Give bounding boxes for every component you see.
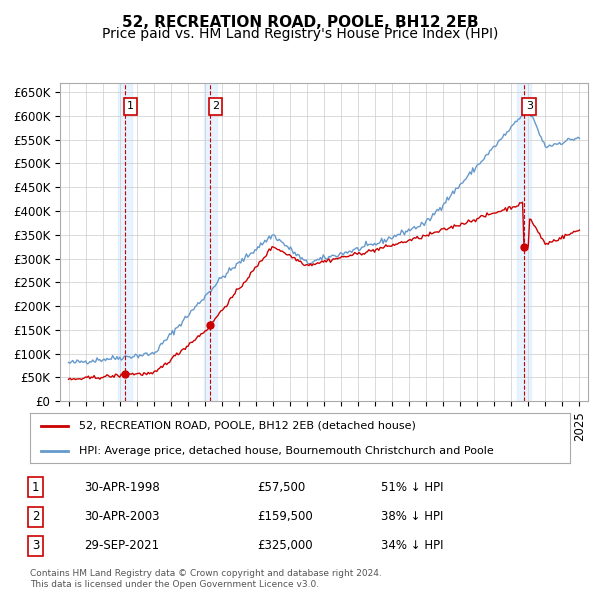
Text: 30-APR-1998: 30-APR-1998: [84, 481, 160, 494]
Text: 30-APR-2003: 30-APR-2003: [84, 510, 160, 523]
Text: 3: 3: [526, 101, 533, 112]
Bar: [118, 83, 132, 401]
Text: £325,000: £325,000: [257, 539, 313, 552]
Text: 2: 2: [32, 510, 39, 523]
Text: 52, RECREATION ROAD, POOLE, BH12 2EB: 52, RECREATION ROAD, POOLE, BH12 2EB: [122, 15, 478, 30]
Bar: [203, 83, 217, 401]
Bar: [517, 83, 531, 401]
Text: Contains HM Land Registry data © Crown copyright and database right 2024.
This d: Contains HM Land Registry data © Crown c…: [30, 569, 382, 589]
Text: HPI: Average price, detached house, Bournemouth Christchurch and Poole: HPI: Average price, detached house, Bour…: [79, 445, 493, 455]
Text: £57,500: £57,500: [257, 481, 305, 494]
Text: 1: 1: [32, 481, 39, 494]
Text: 2: 2: [212, 101, 219, 112]
Text: 51% ↓ HPI: 51% ↓ HPI: [381, 481, 443, 494]
Text: 38% ↓ HPI: 38% ↓ HPI: [381, 510, 443, 523]
Text: Price paid vs. HM Land Registry's House Price Index (HPI): Price paid vs. HM Land Registry's House …: [102, 27, 498, 41]
Text: 3: 3: [32, 539, 39, 552]
Text: 1: 1: [127, 101, 134, 112]
Text: 52, RECREATION ROAD, POOLE, BH12 2EB (detached house): 52, RECREATION ROAD, POOLE, BH12 2EB (de…: [79, 421, 415, 431]
Text: 29-SEP-2021: 29-SEP-2021: [84, 539, 159, 552]
Text: £159,500: £159,500: [257, 510, 313, 523]
Text: 34% ↓ HPI: 34% ↓ HPI: [381, 539, 443, 552]
